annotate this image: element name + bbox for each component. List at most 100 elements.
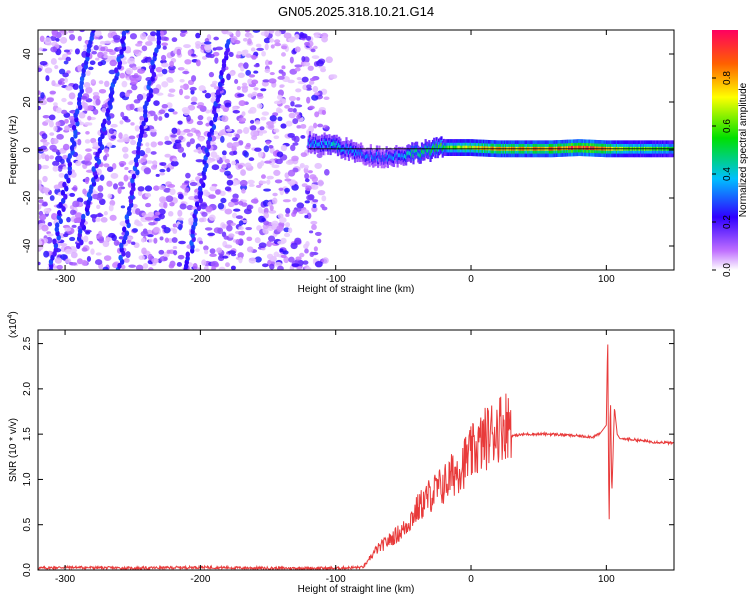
noise-cell — [112, 34, 121, 41]
tone-core-cell — [327, 144, 330, 149]
noise-cell — [238, 256, 243, 264]
tone-core-cell — [486, 146, 489, 151]
noise-cell — [51, 80, 56, 87]
noise-cell — [209, 253, 217, 258]
noise-cell — [268, 235, 276, 242]
noise-cell — [109, 214, 117, 221]
noise-cell — [214, 57, 219, 64]
streak-cell — [91, 30, 96, 33]
tone-core-cell — [324, 141, 327, 146]
noise-cell — [144, 185, 153, 192]
noise-cell — [272, 192, 278, 197]
tone-core-cell — [331, 142, 335, 147]
noise-cell — [169, 188, 176, 196]
snr-plot-area — [38, 330, 674, 570]
noise-cell — [206, 116, 213, 122]
noise-cell — [323, 96, 330, 101]
noise-cell — [161, 42, 169, 47]
noise-cell — [285, 160, 294, 165]
tone-core-cell — [440, 142, 443, 147]
tone-core-cell — [452, 145, 455, 150]
noise-cell — [177, 209, 183, 217]
noise-cell — [302, 209, 310, 214]
streak-cell — [62, 181, 67, 188]
tone-core-cell — [397, 153, 400, 158]
noise-cell — [260, 116, 267, 121]
tone-core-cell — [588, 146, 592, 150]
noise-cell — [283, 32, 292, 39]
noise-cell — [238, 100, 246, 107]
noise-cell — [158, 249, 165, 255]
noise-cell — [178, 240, 186, 245]
noise-cell — [168, 211, 174, 217]
noise-cell — [296, 124, 302, 129]
noise-cell — [241, 86, 249, 93]
streak-cell — [102, 118, 107, 125]
streak-cell — [57, 210, 62, 217]
tone-core-cell — [435, 143, 438, 148]
noise-cell — [304, 214, 309, 219]
noise-cell — [322, 257, 329, 264]
noise-cell — [93, 30, 102, 37]
noise-cell — [269, 204, 274, 211]
noise-cell — [84, 139, 91, 144]
noise-cell — [49, 195, 55, 201]
noise-cell — [130, 122, 135, 126]
noise-cell — [39, 213, 47, 221]
noise-cell — [260, 160, 265, 167]
noise-cell — [296, 202, 305, 209]
tone-core-cell — [401, 153, 404, 158]
tone-core-cell — [448, 145, 452, 150]
noise-cell — [238, 231, 243, 236]
noise-cell — [195, 159, 204, 163]
noise-cell — [104, 80, 110, 88]
noise-cell — [72, 83, 79, 90]
noise-cell — [238, 117, 247, 123]
noise-cell — [284, 104, 290, 109]
tone-core-cell — [590, 146, 593, 151]
noise-cell — [250, 47, 256, 52]
noise-cell — [273, 135, 280, 140]
noise-cell — [254, 120, 261, 125]
streak-cell — [156, 30, 161, 33]
noise-cell — [220, 104, 226, 109]
streak-cell — [193, 209, 198, 216]
noise-cell — [184, 180, 190, 184]
noise-cell — [164, 237, 170, 243]
noise-cell — [103, 155, 108, 161]
tone-core-cell — [402, 155, 405, 160]
noise-cell — [159, 172, 166, 176]
noise-cell — [256, 47, 264, 51]
spectrogram-y-ticks: -40 -20 0 20 40 — [22, 48, 674, 253]
noise-cell — [305, 240, 310, 247]
noise-cell — [50, 138, 59, 145]
noise-cell — [83, 81, 91, 89]
noise-cell — [163, 256, 168, 261]
noise-cell — [53, 102, 58, 107]
noise-cell — [216, 247, 223, 254]
noise-cell — [105, 237, 113, 242]
noise-cell — [311, 224, 317, 231]
streak-cell — [64, 173, 69, 180]
y-tick-label: -40 — [22, 238, 33, 253]
noise-cell — [211, 265, 216, 270]
noise-cell — [144, 192, 152, 198]
noise-cell — [268, 144, 274, 149]
noise-cell — [242, 37, 248, 42]
noise-cell — [158, 109, 166, 115]
noise-cell — [171, 237, 178, 243]
noise-cell — [204, 249, 209, 255]
noise-cell — [241, 111, 246, 117]
tone-core-cell — [412, 154, 415, 158]
noise-cell — [227, 133, 233, 137]
noise-cell — [57, 57, 64, 61]
noise-cell — [41, 201, 48, 207]
noise-cell — [129, 33, 138, 40]
noise-cell — [201, 259, 207, 266]
noise-cell — [135, 208, 141, 215]
noise-cell — [103, 255, 112, 261]
noise-cell — [244, 30, 250, 33]
noise-cell — [249, 119, 255, 124]
noise-cell — [166, 78, 174, 84]
